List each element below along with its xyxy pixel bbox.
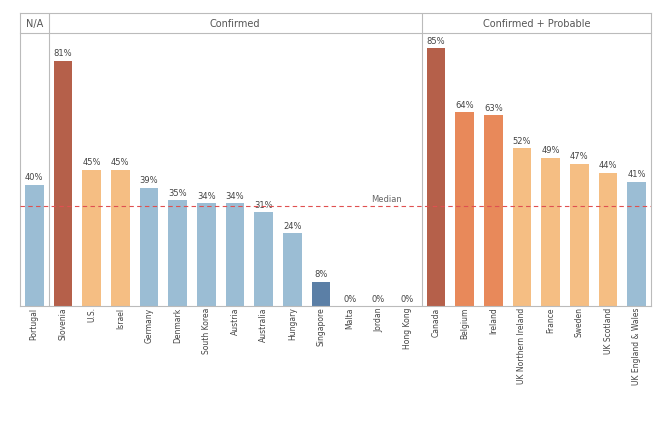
Text: 44%: 44% xyxy=(599,161,617,170)
Bar xyxy=(54,60,72,306)
Text: N/A: N/A xyxy=(26,19,43,29)
Text: Confirmed + Probable: Confirmed + Probable xyxy=(483,19,590,29)
Text: 8%: 8% xyxy=(315,270,328,279)
Text: 45%: 45% xyxy=(111,158,130,167)
Bar xyxy=(627,182,646,306)
Bar xyxy=(455,112,474,306)
Text: 0%: 0% xyxy=(343,295,356,303)
Bar xyxy=(197,203,215,306)
Bar xyxy=(513,148,531,306)
Text: 49%: 49% xyxy=(541,146,560,155)
Text: 35%: 35% xyxy=(169,189,187,198)
Text: 0%: 0% xyxy=(401,295,414,303)
Text: 34%: 34% xyxy=(197,192,215,201)
Text: 63%: 63% xyxy=(484,104,502,113)
Bar xyxy=(169,200,187,306)
Bar xyxy=(225,203,245,306)
Text: 85%: 85% xyxy=(426,37,446,46)
Bar xyxy=(82,170,101,306)
Text: 39%: 39% xyxy=(139,176,158,185)
Bar xyxy=(254,212,273,306)
Text: 34%: 34% xyxy=(225,192,245,201)
Text: 81%: 81% xyxy=(54,49,72,58)
Text: 47%: 47% xyxy=(570,152,589,161)
Text: 52%: 52% xyxy=(513,137,531,146)
Text: 45%: 45% xyxy=(83,158,101,167)
Bar xyxy=(599,173,617,306)
Text: 24%: 24% xyxy=(283,222,301,231)
Bar xyxy=(426,48,446,306)
Bar xyxy=(111,170,130,306)
Bar xyxy=(570,164,589,306)
Bar xyxy=(312,282,330,306)
Text: 0%: 0% xyxy=(372,295,385,303)
Bar xyxy=(541,158,560,306)
Text: Confirmed: Confirmed xyxy=(210,19,260,29)
Text: 41%: 41% xyxy=(627,170,646,179)
Text: 64%: 64% xyxy=(455,101,474,110)
Bar xyxy=(25,185,44,306)
Bar xyxy=(139,188,158,306)
Bar xyxy=(484,115,502,306)
Text: 40%: 40% xyxy=(25,173,44,182)
Text: Median: Median xyxy=(371,195,401,204)
Bar xyxy=(283,233,301,306)
Text: 31%: 31% xyxy=(254,201,273,210)
